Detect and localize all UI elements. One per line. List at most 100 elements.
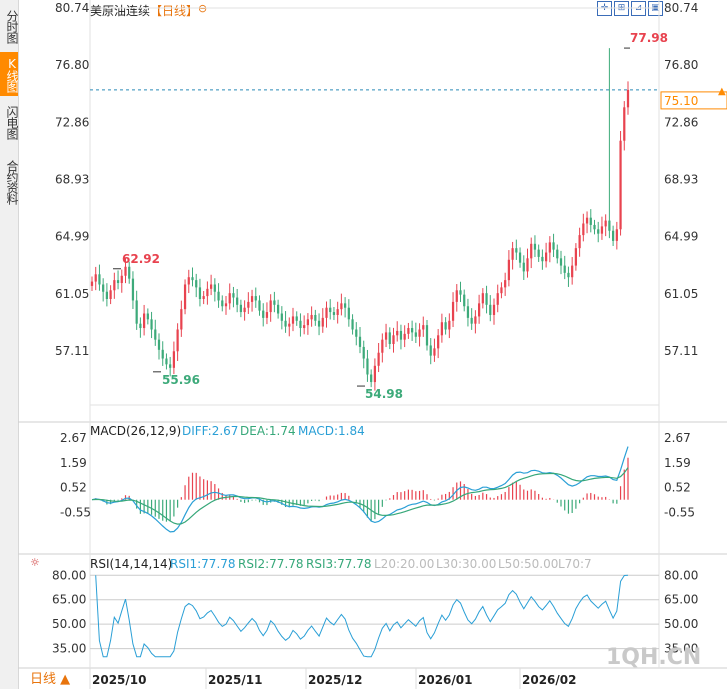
low1-annotation: 55.96 [162, 373, 200, 387]
candle-body [176, 329, 179, 352]
x-tick-label: 2025/10 [92, 673, 146, 687]
candle-body [325, 307, 328, 318]
rsi-series-label: RSI1:77.78 [170, 557, 236, 571]
price-tick-label-left: 57.11 [55, 344, 89, 358]
candle-body [265, 312, 269, 318]
candle-body [507, 259, 511, 281]
candle-body [213, 284, 216, 292]
candle-body [116, 280, 120, 284]
candle-body [142, 313, 146, 329]
candle-body [399, 330, 403, 340]
watermark: 1QH.CN [606, 645, 701, 670]
candle-body [589, 217, 592, 225]
macd-diff-line [91, 446, 629, 533]
x-tick-label: 2025/11 [208, 673, 262, 687]
rsi-tick-label-right: 50.00 [664, 617, 698, 631]
rsi-tick-label-left: 65.00 [52, 593, 86, 607]
candle-body [150, 319, 153, 330]
period-selector-button[interactable]: 日线 ▲ [30, 672, 71, 687]
current-price-label: 75.10 [664, 94, 698, 108]
price-tick-label-right: 72.86 [664, 115, 698, 129]
candle-body [541, 256, 544, 262]
candle-body [239, 304, 243, 313]
candle-body [299, 320, 302, 329]
candle-body [496, 293, 499, 305]
candle-body [530, 243, 533, 259]
tab-contract-info[interactable]: 合约资料 [5, 160, 19, 204]
tab-timeshare[interactable]: 分时图 [5, 9, 19, 43]
candle-body [209, 284, 213, 289]
candle-body [329, 307, 332, 313]
candle-body [165, 358, 168, 365]
candle-body [384, 332, 388, 340]
candle-body [343, 303, 347, 308]
candle-body [611, 230, 615, 241]
candle-body [243, 307, 246, 313]
macd-tick-label-left: -0.55 [60, 505, 91, 519]
candle-body [310, 314, 313, 320]
candle-body [548, 242, 551, 253]
candle-body [429, 345, 432, 356]
candle-body [321, 317, 324, 327]
macd-tick-label-left: 0.52 [60, 481, 87, 495]
rsi-tick-label-left: 35.00 [52, 642, 86, 656]
macd-tick-label-left: 2.67 [60, 431, 87, 445]
candle-body [94, 274, 97, 282]
candle-body [124, 266, 127, 276]
current-price-box [660, 91, 727, 110]
rsi-series-label: L20:20.00 [374, 557, 434, 571]
candle-body [422, 325, 425, 330]
candle-body [466, 306, 470, 318]
candle-body [120, 275, 123, 284]
rsi-series-label: RSI3:77.78 [306, 557, 372, 571]
candle-body [418, 329, 421, 337]
rsi-tick-label-left: 50.00 [52, 617, 86, 631]
rsi-series-label: RSI2:77.78 [238, 557, 304, 571]
candle-body [109, 290, 112, 299]
candle-body [90, 281, 94, 286]
price-tick-label-left: 61.05 [55, 287, 89, 301]
candle-body [381, 339, 384, 353]
rsi-title: RSI(14,14,14) [90, 557, 172, 571]
candle-body [388, 332, 391, 345]
candle-body [437, 335, 440, 349]
candle-body [217, 291, 220, 301]
candle-body [425, 325, 429, 346]
rsi-tick-label-left: 80.00 [52, 568, 86, 582]
candle-body [355, 329, 358, 337]
candle-body [102, 284, 105, 292]
candle-body [526, 258, 529, 272]
candle-body [198, 287, 202, 299]
candle-body [563, 265, 566, 273]
rsi-series-label: L50:50.00 [498, 557, 558, 571]
candle-body [288, 323, 291, 327]
candle-body [407, 328, 410, 334]
candle-body [459, 290, 462, 295]
candle-body [303, 325, 306, 329]
candle-body [537, 249, 540, 257]
tab-flash[interactable]: 闪电图 [5, 105, 19, 139]
candle-body [105, 291, 109, 299]
candle-body [504, 280, 507, 288]
candle-body [273, 300, 276, 305]
candle-body [552, 242, 555, 250]
candle-body [533, 243, 537, 250]
candle-body [604, 220, 607, 227]
candle-body [492, 304, 496, 315]
candle-body [455, 290, 458, 302]
candle-body [623, 107, 626, 141]
price-tick-label-left: 80.74 [55, 1, 89, 15]
arrow-up-icon: ▲ [718, 86, 726, 97]
macd-value-label: MACD:1.84 [298, 424, 365, 438]
candle-body [269, 300, 272, 313]
candle-body [366, 358, 369, 375]
price-tick-label-left: 72.86 [55, 115, 89, 129]
candle-body [377, 352, 380, 366]
price-tick-label-left: 68.93 [55, 172, 89, 186]
candle-body [582, 223, 585, 236]
candle-body [511, 248, 514, 260]
candle-body [403, 333, 406, 340]
tab-kline[interactable]: K线图 [0, 52, 19, 96]
candle-body [585, 217, 589, 224]
